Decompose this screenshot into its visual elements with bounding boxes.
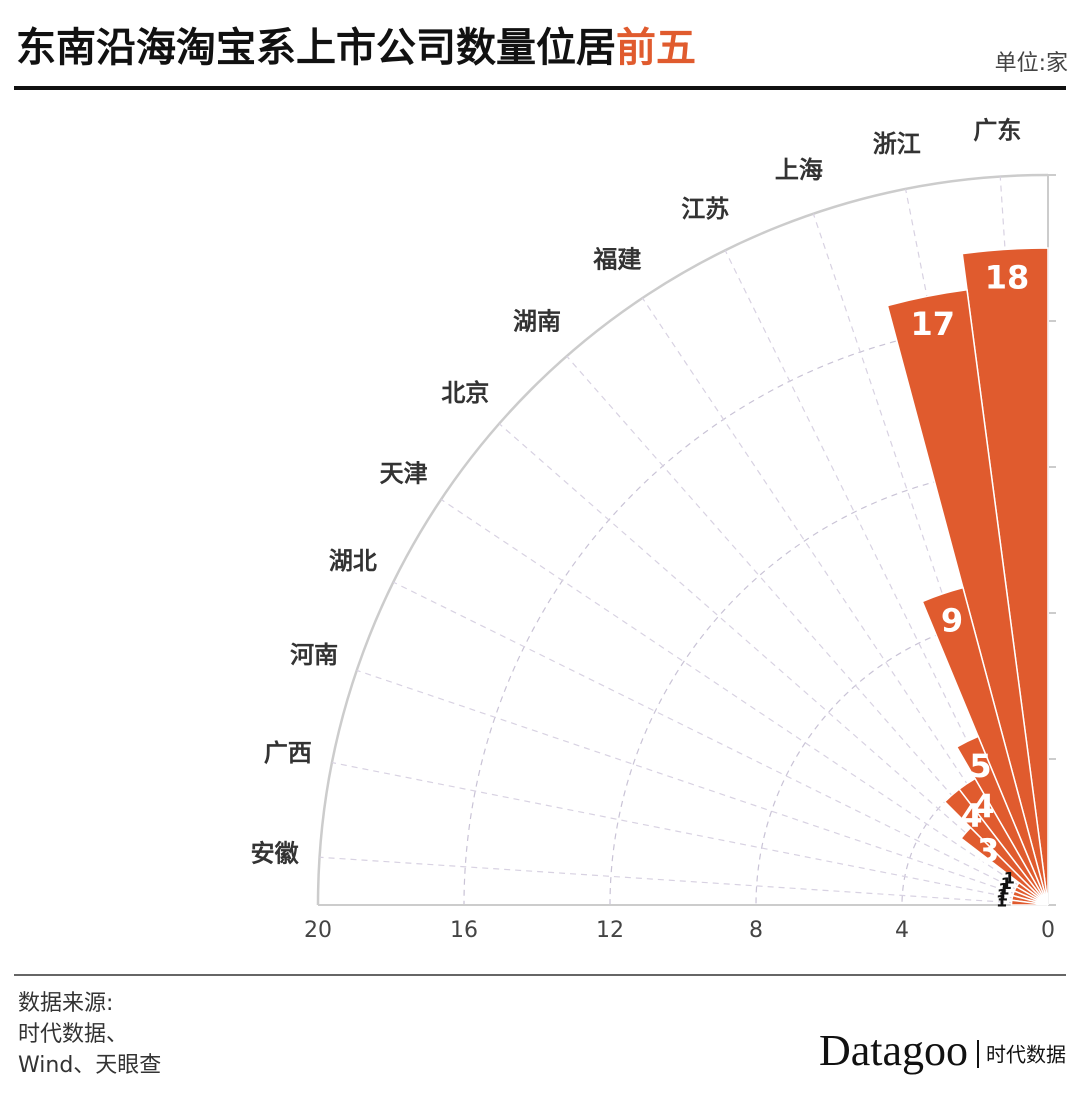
category-label: 北京 (441, 379, 489, 407)
category-label: 广西 (264, 739, 312, 767)
spoke (440, 498, 1049, 906)
tick-label: 16 (450, 918, 478, 943)
spoke (319, 856, 1049, 906)
value-label: 1 (1001, 874, 1012, 893)
category-label: 湖南 (513, 307, 561, 335)
tick-label: 20 (304, 918, 332, 943)
tick-label: 12 (596, 918, 624, 943)
brand: Datagoo (819, 1026, 968, 1075)
source: Wind、天眼查 (18, 1053, 161, 1078)
tick-label: 0 (1041, 918, 1055, 943)
value-label: 5 (969, 747, 991, 785)
value-label: 1 (997, 885, 1008, 904)
bar (955, 735, 1049, 906)
value-label: 1 (996, 891, 1007, 910)
brand-sub: 时代数据 (986, 1043, 1066, 1067)
category-label: 江苏 (681, 195, 729, 223)
spoke (331, 761, 1049, 906)
value-label: 4 (960, 797, 982, 835)
category-label: 河南 (290, 641, 338, 669)
spoke (498, 423, 1049, 906)
value-label: 1 (998, 880, 1009, 899)
value-label: 9 (941, 601, 963, 639)
spoke (356, 669, 1049, 906)
title-main: 东南沿海淘宝系上市公司数量位居 (16, 25, 616, 71)
source: 数据来源: (18, 991, 113, 1016)
bar (1010, 899, 1049, 906)
unit: 单位:家 (995, 51, 1068, 76)
category-label: 福建 (592, 246, 641, 274)
value-label: 1 (1004, 869, 1015, 888)
tick-label: 4 (895, 918, 909, 943)
category-label: 广东 (973, 117, 1021, 145)
bar (886, 288, 1049, 906)
bar (960, 826, 1049, 906)
category-label: 天津 (380, 459, 428, 487)
category-label: 上海 (775, 156, 823, 184)
category-label: 浙江 (873, 130, 921, 158)
value-label: 17 (911, 305, 956, 343)
value-label: 18 (985, 258, 1030, 296)
tick-label: 8 (749, 918, 763, 943)
value-label: 3 (977, 832, 999, 870)
outer-arc (316, 173, 1049, 906)
bar (943, 788, 1049, 906)
category-label: 安徽 (251, 839, 300, 867)
spoke (393, 581, 1049, 906)
source: 时代数据、 (18, 1022, 128, 1047)
bar (921, 586, 1049, 906)
title-highlight: 前五 (616, 25, 696, 71)
category-label: 湖北 (329, 547, 377, 575)
chart-title: 东南沿海淘宝系上市公司数量位居前五 (16, 25, 696, 71)
